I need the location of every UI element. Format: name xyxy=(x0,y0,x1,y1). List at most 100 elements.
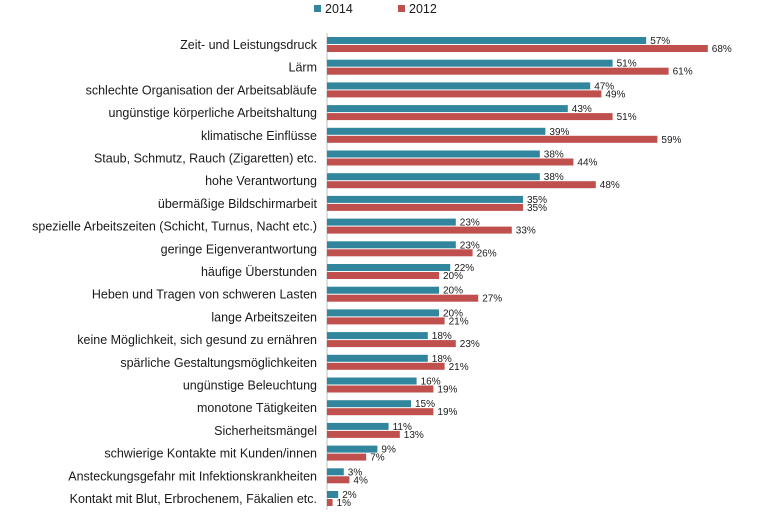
value-label-2014: 23% xyxy=(460,218,480,229)
value-label-2012: 68% xyxy=(712,44,732,55)
bar-2012 xyxy=(327,249,473,257)
value-label-2014: 57% xyxy=(650,36,670,47)
category-label: spezielle Arbeitszeiten (Schicht, Turnus… xyxy=(32,220,317,234)
category-label: spärliche Gestaltungsmöglichkeiten xyxy=(120,356,317,370)
value-label-2012: 35% xyxy=(527,203,547,214)
value-label-2012: 19% xyxy=(437,407,457,418)
bar-2012 xyxy=(327,113,613,121)
category-label: Sicherheitsmängel xyxy=(214,424,317,438)
value-label-2014: 51% xyxy=(617,59,637,70)
bar-2012 xyxy=(327,158,574,166)
category-group: monotone Tätigkeiten 15%19% xyxy=(197,399,458,418)
bar-2012 xyxy=(327,430,400,438)
category-group: Lärm 51% 61% xyxy=(289,59,693,78)
bar-2012 xyxy=(327,203,523,211)
bar-2014 xyxy=(327,82,591,90)
category-label: Kontakt mit Blut, Erbrochenem, Fäkalien … xyxy=(70,492,317,506)
category-group: Zeit- und Leistungsdruck 57% 68% xyxy=(180,36,732,55)
bar-2014 xyxy=(327,59,613,67)
category-label: übermäßige Bildschirmarbeit xyxy=(158,197,318,211)
bar-2014 xyxy=(327,127,546,135)
category-label: Heben und Tragen von schweren Lasten xyxy=(92,288,317,302)
bar-2012 xyxy=(327,67,669,75)
value-label-2012: 21% xyxy=(449,362,469,373)
value-label-2014: 35% xyxy=(527,195,547,206)
value-label-2012: 44% xyxy=(577,158,597,169)
category-label: monotone Tätigkeiten xyxy=(197,401,317,415)
value-label-2012: 48% xyxy=(600,180,620,191)
bar-2012 xyxy=(327,385,434,393)
bar-2014 xyxy=(327,309,439,317)
bar-2012 xyxy=(327,294,479,302)
value-label-2014: 20% xyxy=(443,286,463,297)
bar-2014 xyxy=(327,286,439,294)
value-label-2012: 51% xyxy=(617,112,637,123)
category-label: schlechte Organisation der Arbeitsabläuf… xyxy=(86,83,317,97)
category-group: ungünstige Beleuchtung 16%19% xyxy=(183,377,458,396)
bar-2014 xyxy=(327,332,428,340)
value-label-2012: 26% xyxy=(477,248,497,259)
bar-2012 xyxy=(327,340,456,348)
value-label-2014: 38% xyxy=(544,172,564,183)
category-group: ungünstige körperliche Arbeitshaltung 43%… xyxy=(109,104,637,123)
bar-2014 xyxy=(327,491,339,498)
category-group: Heben und Tragen von schweren Lasten 20% 2… xyxy=(92,286,502,305)
value-label-2014: 39% xyxy=(549,127,569,138)
category-label: Lärm xyxy=(289,61,317,75)
value-label-2012: 49% xyxy=(605,89,625,100)
bar-2012 xyxy=(327,45,708,52)
bar-2012 xyxy=(327,272,439,279)
category-group: lange Arbeitszeiten 20%21% xyxy=(211,308,468,327)
plot-area: Zeit- und Leistungsdruck 57% 68% Lärm 51% 61%… xyxy=(32,33,732,510)
category-label: häufige Überstunden xyxy=(201,265,317,279)
value-label-2014: 18% xyxy=(432,354,452,365)
bar-2012 xyxy=(327,181,596,189)
category-label: ungünstige Beleuchtung xyxy=(183,379,317,393)
category-group: spärliche Gestaltungsmöglichkeiten 18%21% xyxy=(120,354,468,373)
value-label-2014: 16% xyxy=(421,377,441,388)
bar-2012 xyxy=(327,226,512,234)
bar-2014 xyxy=(327,354,428,362)
value-label-2012: 7% xyxy=(370,453,385,464)
category-label: keine Möglichkeit, sich gesund zu ernähr… xyxy=(77,333,317,347)
bar-2014 xyxy=(327,218,456,226)
bar-2012 xyxy=(327,408,434,416)
category-group: häufige Überstunden 22%20% xyxy=(201,263,474,282)
bar-2014 xyxy=(327,468,344,476)
value-label-2012: 59% xyxy=(661,135,681,146)
value-label-2014: 15% xyxy=(415,399,435,410)
bar-2014 xyxy=(327,173,540,181)
value-label-2014: 47% xyxy=(594,81,614,92)
category-label: Ansteckungsgefahr mit Infektionskrankhei… xyxy=(68,469,317,483)
category-group: spezielle Arbeitszeiten (Schicht, Turnus… xyxy=(32,218,536,237)
category-group: Ansteckungsgefahr mit Infektionskrankhei… xyxy=(68,467,368,486)
value-label-2014: 43% xyxy=(572,104,592,115)
value-label-2012: 23% xyxy=(460,339,480,350)
value-label-2012: 19% xyxy=(437,385,457,396)
value-label-2014: 22% xyxy=(454,263,474,274)
category-label: lange Arbeitszeiten xyxy=(211,310,317,324)
category-label: geringe Eigenverantwortung xyxy=(161,242,317,256)
category-group: hohe Verantwortung 38% 48% xyxy=(205,172,620,191)
category-label: klimatische Einflüsse xyxy=(201,129,317,143)
bar-2012 xyxy=(327,499,333,506)
bar-2014 xyxy=(327,241,456,249)
bar-2012 xyxy=(327,90,602,98)
bar-2014 xyxy=(327,422,389,430)
value-label-2014: 18% xyxy=(432,331,452,342)
category-group: klimatische Einflüsse 39% 59% xyxy=(201,127,682,146)
value-label-2012: 61% xyxy=(673,67,693,78)
legend-swatch-2014 xyxy=(314,5,321,12)
value-label-2012: 1% xyxy=(337,498,352,509)
bar-2014 xyxy=(327,400,411,408)
category-label: Staub, Schmutz, Rauch (Zigaretten) etc. xyxy=(94,152,317,166)
category-label: schwierige Kontakte mit Kunden/innen xyxy=(104,447,317,461)
value-label-2014: 2% xyxy=(342,490,357,501)
value-label-2012: 33% xyxy=(516,226,536,237)
value-label-2014: 9% xyxy=(381,445,396,456)
value-label-2012: 21% xyxy=(449,316,469,327)
value-label-2014: 38% xyxy=(544,150,564,161)
value-label-2014: 3% xyxy=(348,467,363,478)
bar-2012 xyxy=(327,476,350,484)
